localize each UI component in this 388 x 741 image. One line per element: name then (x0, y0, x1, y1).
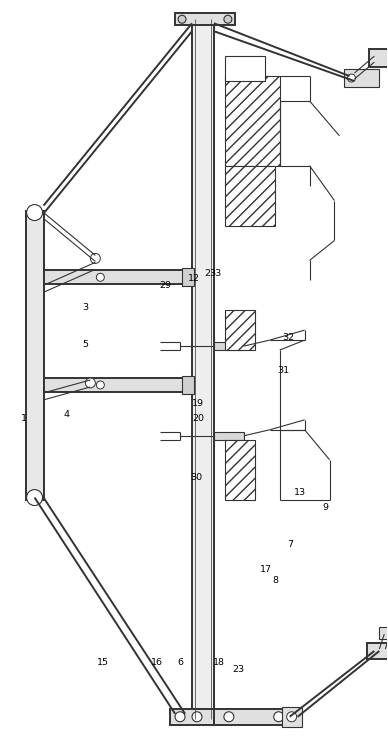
Bar (225, 56, 265, 81)
Polygon shape (225, 439, 255, 499)
Text: 16: 16 (151, 658, 163, 667)
Bar (214, 342, 244, 350)
Bar (192, 19, 214, 719)
Bar (369, 49, 388, 67)
Text: 1: 1 (21, 414, 27, 423)
Bar (214, 432, 244, 439)
Bar (282, 707, 301, 727)
Circle shape (96, 273, 104, 282)
Text: 20: 20 (192, 414, 204, 423)
Circle shape (274, 712, 284, 722)
Text: 18: 18 (213, 658, 225, 667)
Circle shape (27, 205, 43, 221)
Bar (170, 709, 214, 725)
Bar (379, 627, 388, 639)
Text: 4: 4 (63, 411, 69, 419)
Text: 13: 13 (294, 488, 307, 496)
Bar (345, 69, 379, 87)
Bar (43, 378, 192, 392)
Text: 30: 30 (190, 473, 202, 482)
Polygon shape (225, 76, 280, 166)
Text: 17: 17 (260, 565, 272, 574)
Text: 31: 31 (277, 366, 289, 375)
Circle shape (96, 381, 104, 389)
Text: 6: 6 (177, 658, 184, 667)
Text: 32: 32 (282, 333, 295, 342)
Circle shape (192, 712, 202, 722)
Text: 23: 23 (232, 665, 244, 674)
Bar (175, 13, 235, 25)
Circle shape (287, 712, 297, 722)
Bar (182, 268, 194, 286)
Bar (214, 709, 294, 725)
Polygon shape (225, 310, 255, 350)
Text: 2: 2 (204, 268, 211, 278)
Text: 19: 19 (192, 399, 204, 408)
Circle shape (90, 253, 100, 263)
Circle shape (175, 712, 185, 722)
Circle shape (224, 16, 232, 23)
Bar (182, 376, 194, 394)
Bar (26, 210, 43, 499)
Bar (43, 270, 192, 285)
Text: 7: 7 (288, 539, 294, 548)
Polygon shape (225, 166, 275, 225)
Circle shape (27, 490, 43, 505)
Text: 3: 3 (83, 303, 89, 312)
Circle shape (224, 712, 234, 722)
Circle shape (347, 74, 355, 82)
Circle shape (178, 16, 186, 23)
Text: 29: 29 (159, 281, 171, 290)
Text: 9: 9 (322, 502, 329, 511)
Circle shape (85, 378, 95, 388)
Text: 15: 15 (97, 658, 109, 667)
Text: 12: 12 (188, 273, 200, 283)
Bar (367, 643, 388, 659)
Text: 8: 8 (272, 576, 278, 585)
Text: 5: 5 (83, 340, 89, 349)
Text: 33: 33 (209, 268, 222, 278)
